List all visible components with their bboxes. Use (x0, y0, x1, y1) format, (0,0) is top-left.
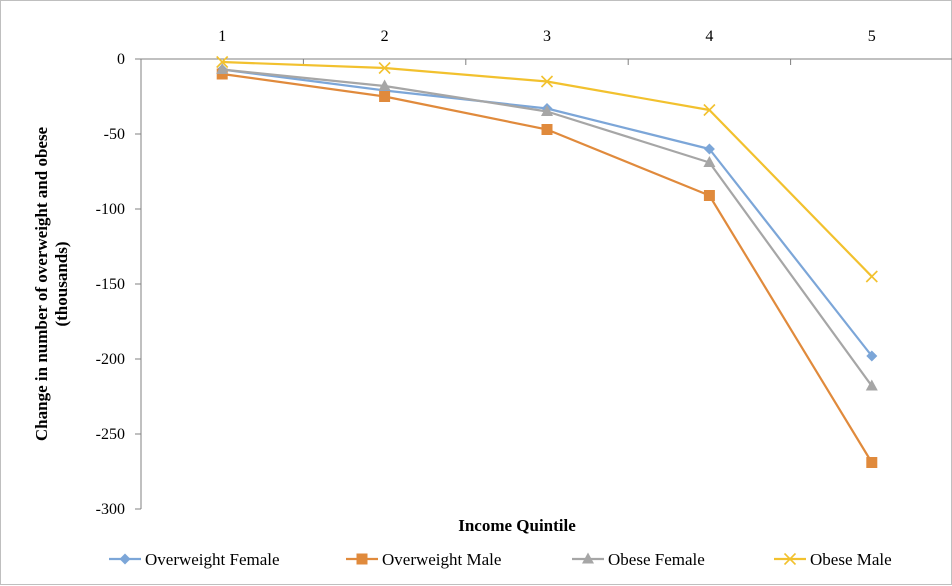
point-marker (703, 156, 716, 167)
point-marker (216, 63, 229, 74)
point-marker (783, 552, 797, 566)
point-marker (865, 270, 878, 283)
point-marker (865, 379, 878, 391)
point-marker (119, 553, 131, 565)
legend-item: Obese Female (572, 550, 705, 569)
x-tick-label: 5 (868, 28, 876, 45)
y-tick-label: -50 (104, 126, 125, 143)
series-line (222, 68, 873, 387)
y-axis-title: Change in number of overweight and obese… (32, 126, 71, 441)
x-tick-label: 4 (705, 28, 713, 45)
legend-label: Obese Male (810, 550, 892, 569)
point-marker (379, 91, 391, 102)
legend-item: Obese Male (774, 550, 892, 569)
y-tick-label: -300 (96, 501, 125, 518)
point-marker (541, 105, 553, 116)
point-marker (866, 350, 878, 362)
point-marker (356, 553, 368, 565)
legend-item: Overweight Female (109, 550, 280, 569)
legend-item: Overweight Male (346, 550, 501, 569)
point-marker (378, 61, 391, 75)
point-marker (541, 124, 553, 135)
legend-label: Obese Female (608, 550, 705, 569)
x-tick-label: 2 (381, 28, 389, 45)
y-tick-label: 0 (117, 51, 125, 68)
x-tick-label: 1 (218, 28, 226, 45)
legend-label: Overweight Male (382, 550, 501, 569)
series-obese-male (216, 55, 878, 283)
series (216, 55, 878, 468)
x-ticks: 1 2 3 4 5 (140, 28, 876, 65)
point-marker (866, 457, 878, 468)
y-tick-label: -100 (96, 201, 125, 218)
point-marker (540, 75, 554, 88)
series-line (222, 60, 873, 278)
point-marker (703, 190, 715, 201)
point-marker (703, 143, 715, 155)
x-tick-label: 3 (543, 28, 551, 45)
y-tick-label: -250 (96, 426, 125, 443)
point-marker (703, 103, 716, 117)
point-marker (378, 79, 391, 91)
y-axis-title-line-2: (thousands) (52, 241, 71, 326)
y-ticks: 0 -50 -100 -150 -200 -250 -300 (96, 51, 141, 518)
x-axis-title: Income Quintile (458, 516, 576, 535)
legend-label: Overweight Female (145, 550, 280, 569)
series-obese-female (216, 63, 878, 391)
series-overweight-male (216, 68, 878, 468)
point-marker (582, 552, 594, 564)
point-marker (216, 55, 229, 69)
y-axis-title-line-1: Change in number of overweight and obese (32, 126, 51, 441)
y-tick-label: -150 (96, 276, 125, 293)
legend: Overweight Female Overweight Male Obese Fe… (109, 550, 892, 569)
y-tick-label: -200 (96, 351, 125, 368)
